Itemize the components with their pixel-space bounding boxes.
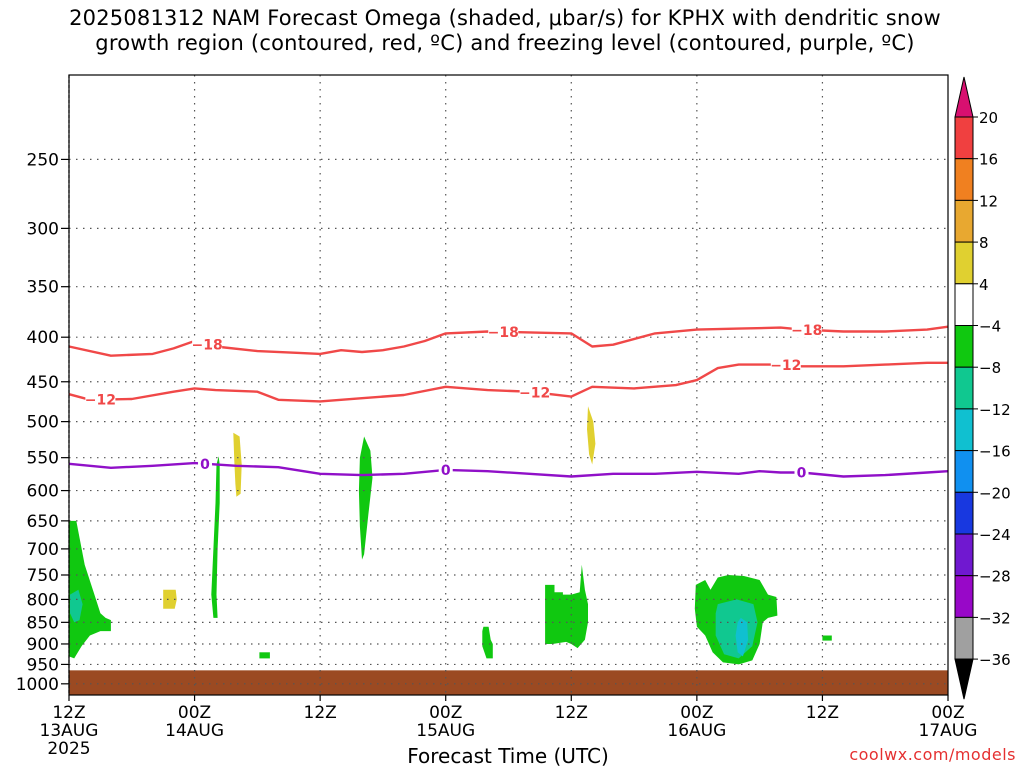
contour-label-bg [770,357,801,374]
contour-label: −12 [770,358,801,374]
y-tick-label: 600 [27,482,59,502]
colorbar-tick-label: −32 [979,609,1011,627]
colorbar-tick-label: −4 [979,318,1001,336]
contour-label-bg [198,455,213,472]
x-tick-label: 12Z [304,703,337,723]
omega-shade-7 [482,626,493,659]
omega-shade-13 [822,635,832,641]
colorbar-swatch [954,116,974,160]
contour-label: −18 [791,323,822,339]
contour-label: 0 [200,457,210,473]
colorbar-swatch [954,408,974,452]
contour-label-bg [488,323,519,340]
colorbar-tick-label: −28 [979,568,1011,586]
omega-shade-12 [735,617,749,657]
contour-label: −18 [488,325,519,341]
x-axis-label: Forecast Time (UTC) [407,744,609,768]
x-tick-label: 15AUG [416,721,475,741]
x-tick-label: 00Z [178,703,211,723]
omega-shade-1 [70,589,83,623]
y-tick-label: 550 [27,449,59,469]
y-tick-label: 350 [27,278,59,298]
colorbar-swatch [954,616,974,660]
y-tick-label: 250 [27,150,59,170]
colorbar-swatch [954,158,974,201]
contour-label-bg [85,391,116,408]
chart-title-line-2: growth region (contoured, red, ºC) and f… [95,31,915,55]
contour-label: −12 [85,393,116,409]
omega-shade-8 [545,564,588,649]
colorbar-tick-label: 4 [979,276,989,294]
chart-title-line-1: 2025081312 NAM Forecast Omega (shaded, μ… [69,6,941,30]
x-tick-label: 12Z [806,703,839,723]
contour-label-bg [791,321,822,338]
contour-label-bg [519,384,550,401]
below-ground-area [69,670,948,695]
y-tick-label: 650 [27,512,59,532]
omega-shade-3 [211,456,220,618]
y-tick-label: 900 [27,635,59,655]
colorbar-swatch [954,283,974,326]
colorbar-swatch [954,450,974,493]
colorbar-tick-label: 8 [979,234,989,252]
x-tick-label: 00Z [429,703,462,723]
x-tick-label: 00Z [680,703,713,723]
omega-shade-2 [163,589,177,609]
chart-title: 2025081312 NAM Forecast Omega (shaded, μ… [0,6,1010,56]
colorbar-swatch [954,325,974,368]
colorbar-tick-label: −12 [979,401,1011,419]
colorbar-top-triangle [954,76,974,118]
contour-label-bg [438,461,453,478]
contour-label: 0 [797,466,807,482]
site-credit: coolwx.com/models [849,745,1016,764]
omega-shade-6 [358,436,373,560]
colorbar-tick-label: −16 [979,443,1011,461]
y-tick-label: 700 [27,540,59,560]
y-tick-label: 850 [27,613,59,633]
colorbar-tick-label: −24 [979,526,1011,544]
omega-shade-9 [587,406,596,465]
colorbar-swatch [954,199,974,243]
colorbar-tick-label: −20 [979,484,1011,502]
colorbar-tick-label: −36 [979,651,1011,669]
x-tick-label: 16AUG [667,721,726,741]
y-tick-label: 300 [27,219,59,239]
x-tick-label: 12Z [555,703,588,723]
omega-shade-11 [715,599,758,659]
colorbar-tick-label: 12 [979,192,998,210]
contour-label: 0 [441,463,451,479]
x-tick-label: 12Z [52,703,85,723]
contour-label: −12 [519,385,550,401]
colorbar-swatch [954,575,974,618]
x-tick-label: 00Z [931,703,964,723]
y-tick-label: 750 [27,566,59,586]
colorbar-tick-label: −8 [979,359,1001,377]
colorbar-swatch [954,366,974,410]
omega-shade-0 [69,520,111,659]
y-tick-label: 400 [27,328,59,348]
y-tick-label: 950 [27,655,59,675]
contour-label-bg [794,464,809,481]
y-tick-label: 500 [27,413,59,433]
x-tick-label: 14AUG [165,721,224,741]
omega-shade-5 [259,652,270,659]
x-tick-label: 13AUG [40,721,99,741]
plot-area [69,75,948,695]
colorbar-swatch [954,491,974,535]
colorbar-tick-label: 20 [979,109,998,127]
contour-label: −18 [192,337,223,353]
contour-label-bg [192,336,223,353]
colorbar-swatch [954,533,974,577]
y-tick-label: 1000 [16,675,59,695]
y-tick-label: 800 [27,590,59,610]
colorbar-swatch [954,241,974,285]
x-tick-label: 17AUG [919,721,978,741]
colorbar-tick-label: 16 [979,151,998,169]
x-tick-label: 2025 [47,739,90,759]
y-tick-label: 450 [27,373,59,393]
colorbar-bottom-triangle [954,658,974,700]
